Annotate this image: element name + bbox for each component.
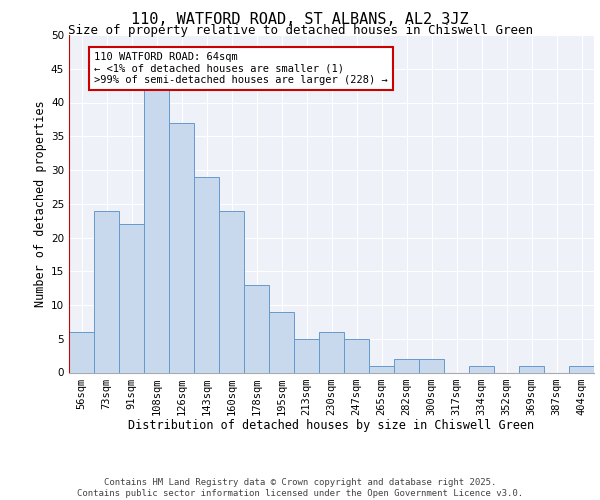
Bar bbox=[394, 359, 419, 372]
Text: Contains HM Land Registry data © Crown copyright and database right 2025.
Contai: Contains HM Land Registry data © Crown c… bbox=[77, 478, 523, 498]
Bar bbox=[244, 285, 269, 372]
X-axis label: Distribution of detached houses by size in Chiswell Green: Distribution of detached houses by size … bbox=[128, 419, 535, 432]
Bar bbox=[369, 366, 394, 372]
Bar bbox=[144, 89, 169, 372]
Bar bbox=[294, 339, 319, 372]
Bar bbox=[569, 366, 594, 372]
Bar bbox=[519, 366, 544, 372]
Bar bbox=[319, 332, 344, 372]
Bar bbox=[344, 339, 369, 372]
Bar bbox=[94, 210, 119, 372]
Bar bbox=[219, 210, 244, 372]
Text: 110, WATFORD ROAD, ST ALBANS, AL2 3JZ: 110, WATFORD ROAD, ST ALBANS, AL2 3JZ bbox=[131, 12, 469, 28]
Bar bbox=[69, 332, 94, 372]
Bar bbox=[119, 224, 144, 372]
Bar bbox=[169, 122, 194, 372]
Bar bbox=[194, 177, 219, 372]
Y-axis label: Number of detached properties: Number of detached properties bbox=[34, 100, 47, 307]
Bar bbox=[469, 366, 494, 372]
Bar bbox=[419, 359, 444, 372]
Text: Size of property relative to detached houses in Chiswell Green: Size of property relative to detached ho… bbox=[67, 24, 533, 37]
Bar bbox=[269, 312, 294, 372]
Text: 110 WATFORD ROAD: 64sqm
← <1% of detached houses are smaller (1)
>99% of semi-de: 110 WATFORD ROAD: 64sqm ← <1% of detache… bbox=[94, 52, 388, 85]
